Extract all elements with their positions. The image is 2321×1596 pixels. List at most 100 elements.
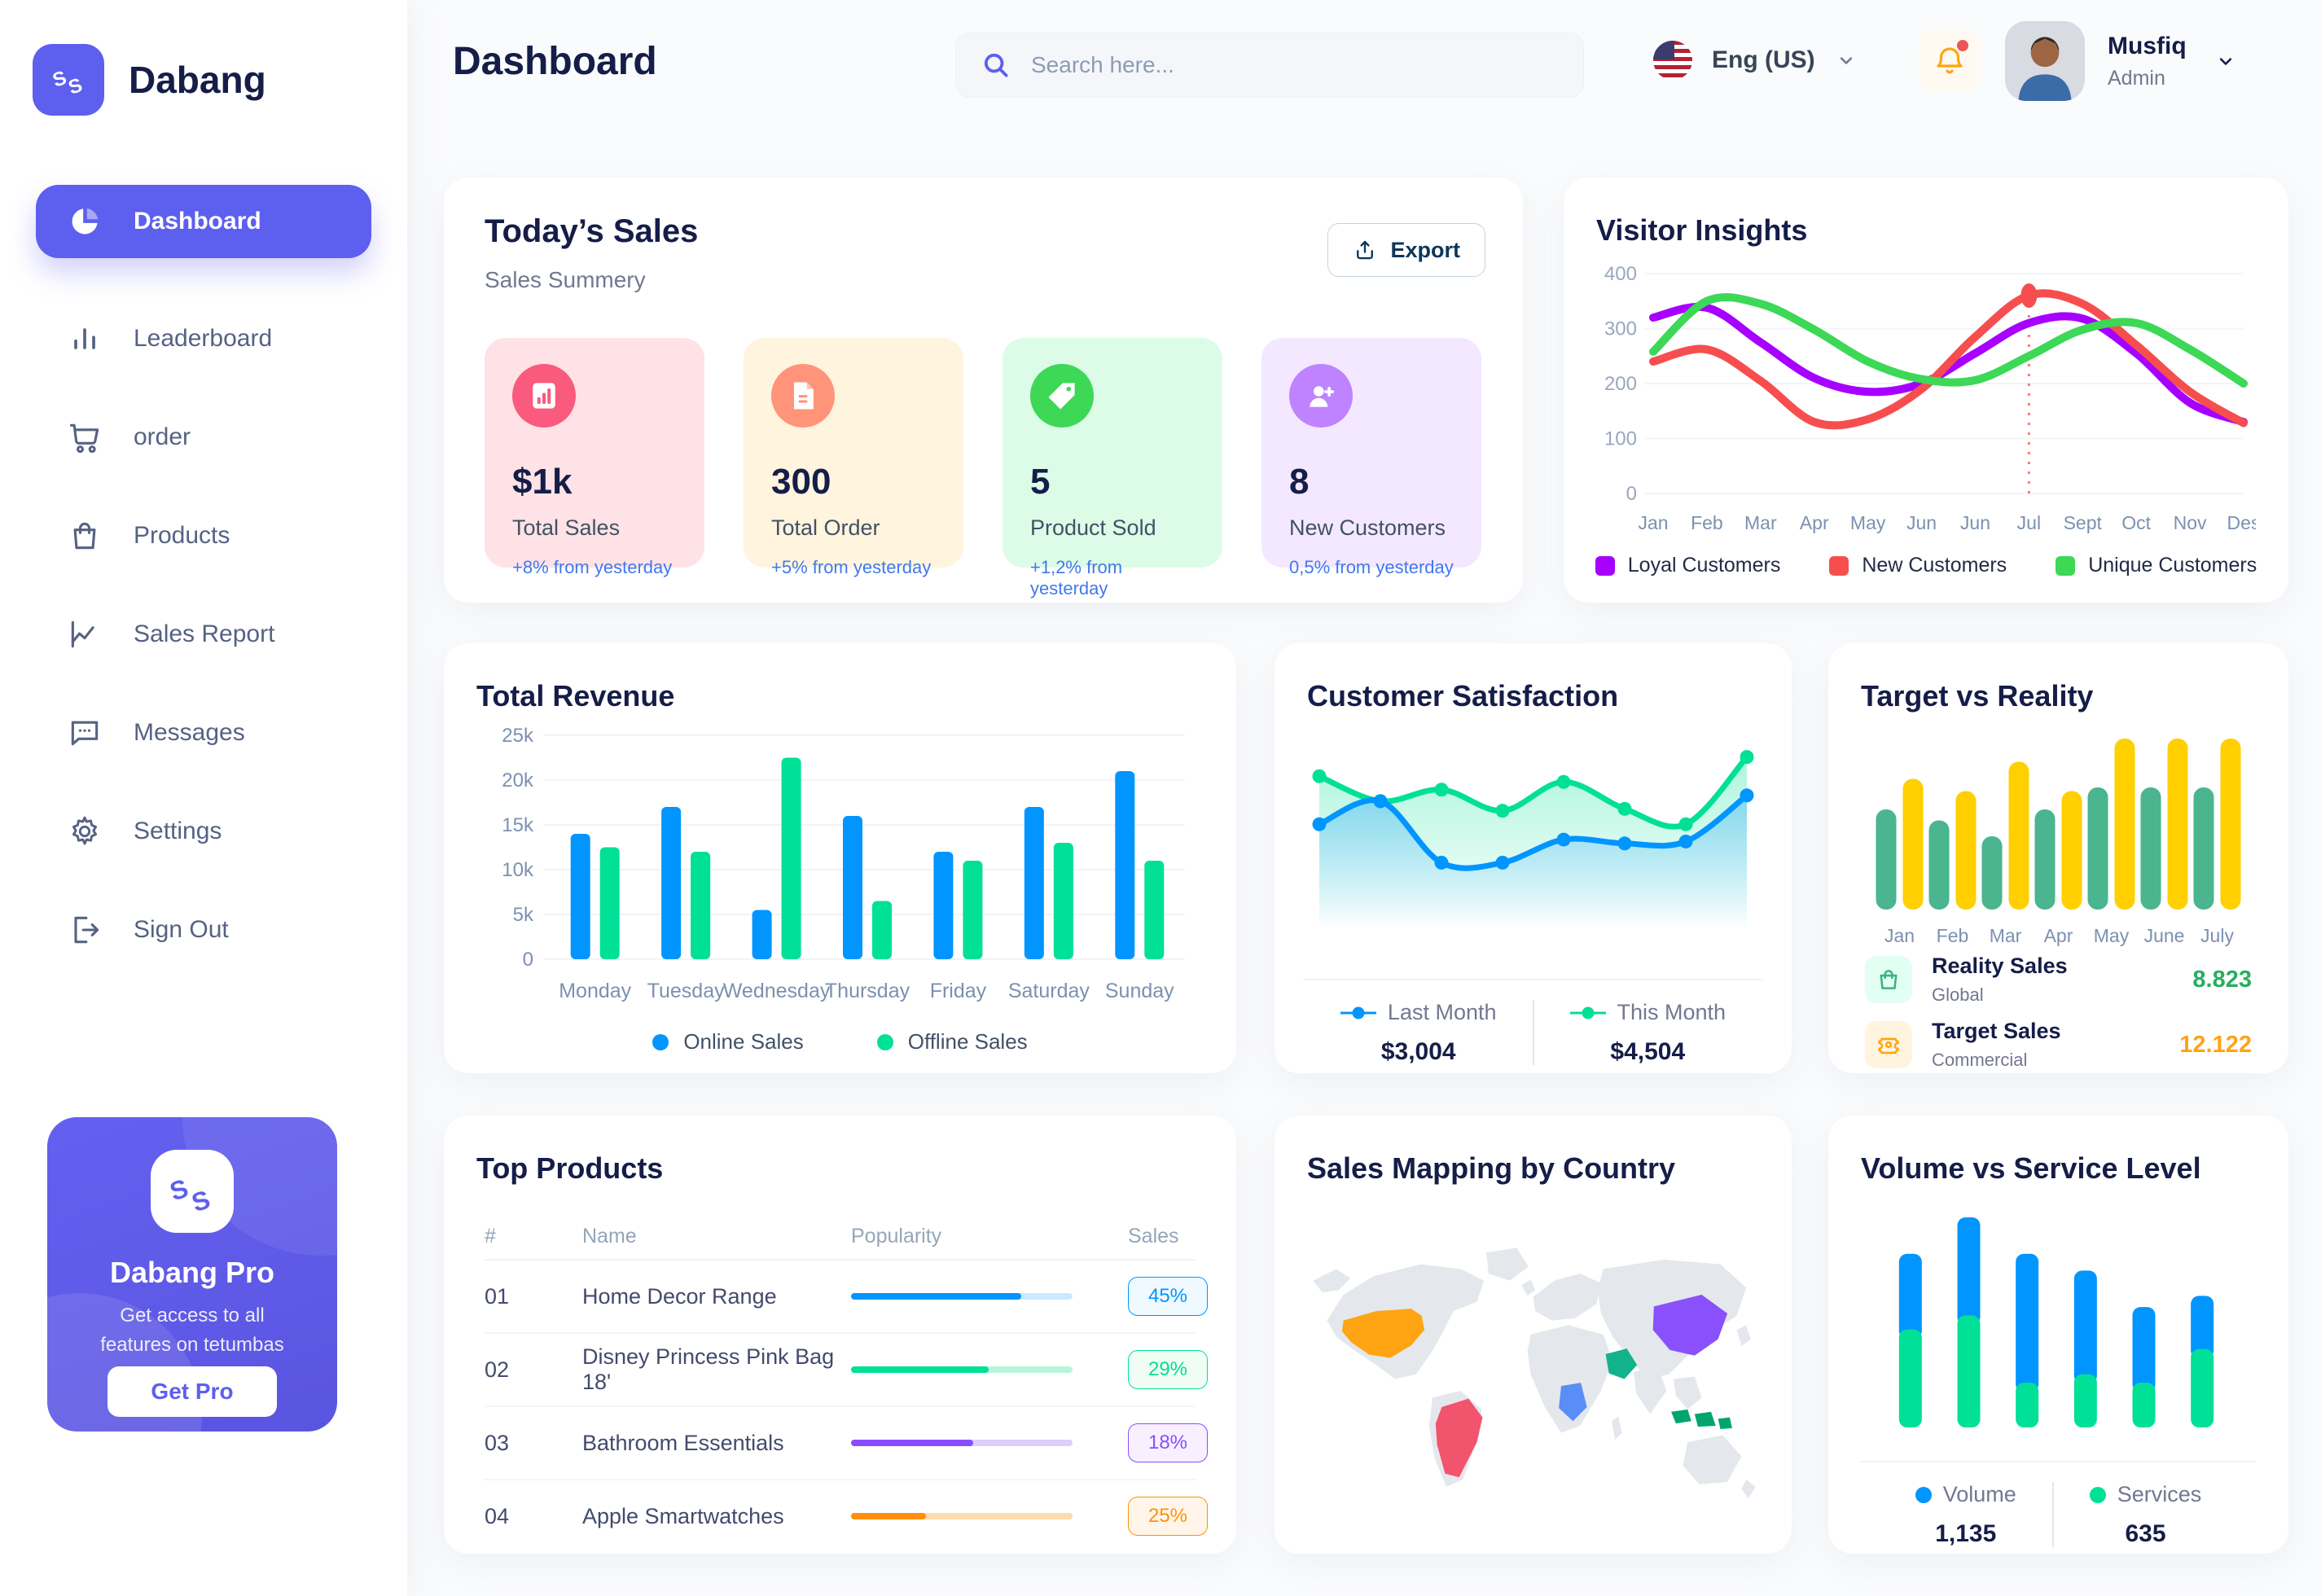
customer-satisfaction-legend: Last Month $3,004 This Month $4,504: [1275, 1000, 1792, 1066]
total-revenue-chart: 0 5k 10k 15k 20k 25k Monday Tuesday Wednesday Thu…: [480, 723, 1197, 1008]
legend-texts: Reality Sales Global: [1932, 954, 2192, 1006]
sidebar-item-dashboard[interactable]: Dashboard: [36, 185, 371, 258]
sidebar-item-messages[interactable]: Messages: [36, 696, 371, 770]
sidebar-item-label: Dashboard: [134, 208, 261, 235]
legend-item-last-month: Last Month $3,004: [1340, 1000, 1497, 1066]
sidebar-item-sales-report[interactable]: Sales Report: [36, 598, 371, 671]
legend-row: Last Month: [1340, 1000, 1497, 1025]
tag-icon: [1030, 364, 1094, 428]
table-row-home-decor-range: 01 Home Decor Range 45%: [485, 1261, 1208, 1334]
visitor-insights-legend: Loyal Customers New Customers Unique Custo…: [1564, 554, 2288, 577]
svg-text:Sept: Sept: [2064, 512, 2103, 533]
legend-sublabel: Global: [1932, 984, 1984, 1005]
world-map: [1299, 1207, 1767, 1537]
legend-label: Last Month: [1387, 1000, 1497, 1024]
legend-dot: [876, 1033, 893, 1050]
sales-card-note: +5% from yesterday: [771, 557, 932, 577]
svg-text:Feb: Feb: [1937, 925, 1969, 946]
brand-logo-icon: S S: [33, 44, 104, 116]
pro-title: Dabang Pro: [109, 1256, 275, 1289]
sidebar-item-order[interactable]: order: [36, 401, 371, 474]
sales-card-value: 8: [1289, 462, 1310, 502]
product-rank: 02: [485, 1357, 510, 1382]
svg-text:May: May: [2094, 925, 2130, 946]
search-bar[interactable]: [955, 33, 1584, 98]
legend-texts: Target Sales Commercial: [1932, 1019, 2179, 1071]
sales-mapping-title: Sales Mapping by Country: [1307, 1151, 1676, 1185]
sales-badge: 25%: [1128, 1497, 1208, 1536]
col-header-popularity: Popularity: [851, 1224, 942, 1247]
notifications-button[interactable]: [1919, 29, 1981, 91]
todays-sales-title: Today’s Sales: [485, 213, 699, 249]
legend-label: Services: [2117, 1482, 2202, 1506]
legend-value: 1,135: [1935, 1520, 1997, 1547]
legend-label: Volume: [1942, 1482, 2016, 1506]
bag-icon: [1865, 956, 1912, 1003]
popularity-cell: [851, 1513, 1128, 1519]
avatar: [2005, 21, 2085, 101]
table-row-bathroom-essentials: 03 Bathroom Essentials 18%: [485, 1407, 1208, 1480]
total-revenue-title: Total Revenue: [476, 679, 675, 712]
bars-icon: [67, 321, 103, 357]
table-row-disney-princess-pink-bag-18: 02 Disney Princess Pink Bag 18' 29%: [485, 1334, 1208, 1407]
sidebar: S S Dabang Dashboard Leaderboard order Prod…: [0, 0, 407, 1596]
legend-row: Volume: [1915, 1482, 2016, 1507]
chevron-down-icon: [1840, 57, 1852, 64]
sales-card-label: New Customers: [1289, 515, 1446, 540]
total-revenue-legend: Online Sales Offline Sales: [444, 1029, 1236, 1054]
svg-text:July: July: [2200, 925, 2234, 946]
popularity-fill: [851, 1440, 973, 1446]
legend-label: Online Sales: [683, 1029, 804, 1054]
export-button[interactable]: Export: [1327, 223, 1485, 277]
chart-icon: [67, 616, 103, 652]
legend-value: 12.122: [2179, 1031, 2252, 1058]
svg-text:0: 0: [1626, 483, 1637, 505]
legend-item-offline-sales: Offline Sales: [876, 1029, 1028, 1054]
popularity-bar: [851, 1440, 1073, 1446]
us-flag-icon: [1653, 41, 1692, 80]
signout-icon: [67, 912, 103, 948]
svg-text:400: 400: [1604, 265, 1637, 285]
legend-item-volume: Volume 1,135: [1915, 1482, 2016, 1548]
legend-item-this-month: This Month $4,504: [1569, 1000, 1726, 1066]
sales-summary-cards: $1k Total Sales +8% from yesterday 300 Total…: [485, 338, 1481, 598]
top-products-title: Top Products: [476, 1151, 664, 1185]
todays-sales-card: Today’s Sales Sales Summery Export $1k To…: [444, 178, 1523, 603]
popularity-bar: [851, 1366, 1073, 1373]
sales-card-note: 0,5% from yesterday: [1289, 557, 1454, 577]
svg-text:100: 100: [1604, 428, 1637, 450]
legend-value: 8.823: [2192, 966, 2252, 993]
search-input[interactable]: [1029, 51, 1559, 79]
volume-vs-service-chart: [1865, 1193, 2248, 1441]
legend-dot: [652, 1033, 669, 1050]
get-pro-button[interactable]: Get Pro: [107, 1366, 277, 1417]
product-rank: 03: [485, 1430, 510, 1455]
legend-swatch: [2056, 555, 2076, 576]
sidebar-item-sign-out[interactable]: Sign Out: [36, 893, 371, 967]
visitor-insights-title: Visitor Insights: [1596, 213, 1808, 247]
legend-item-loyal-customers: Loyal Customers: [1595, 554, 1780, 577]
user-menu[interactable]: Musfiq Admin: [2005, 21, 2237, 101]
svg-text:0: 0: [523, 949, 533, 971]
language-selector[interactable]: Eng (US): [1653, 41, 1858, 80]
svg-text:May: May: [1850, 512, 1886, 533]
legend-item-unique-customers: Unique Customers: [2056, 554, 2257, 577]
pro-logo-icon: S S: [151, 1150, 234, 1233]
col-header-name: Name: [582, 1224, 637, 1247]
svg-text:Oct: Oct: [2121, 512, 2151, 533]
sidebar-item-leaderboard[interactable]: Leaderboard: [36, 302, 371, 375]
legend-swatch: [1829, 555, 1849, 576]
svg-text:Jul: Jul: [2017, 512, 2041, 533]
map-country-dr-congo: [1559, 1383, 1587, 1422]
brand-name: Dabang: [129, 59, 266, 101]
sidebar-item-products[interactable]: Products: [36, 499, 371, 572]
brand: S S Dabang: [33, 44, 266, 116]
sidebar-item-settings[interactable]: Settings: [36, 795, 371, 868]
legend-sublabel: Commercial: [1932, 1050, 2028, 1070]
customer-satisfaction-card: Customer Satisfaction Last Month $3,004 Th…: [1275, 643, 1792, 1073]
sidebar-item-label: Products: [134, 522, 230, 549]
volume-vs-service-legend: Volume 1,135 Services 635: [1828, 1482, 2288, 1548]
svg-text:S: S: [50, 67, 69, 92]
todays-sales-subtitle: Sales Summery: [485, 267, 646, 292]
map-country-saudi-arabia: [1605, 1348, 1638, 1379]
